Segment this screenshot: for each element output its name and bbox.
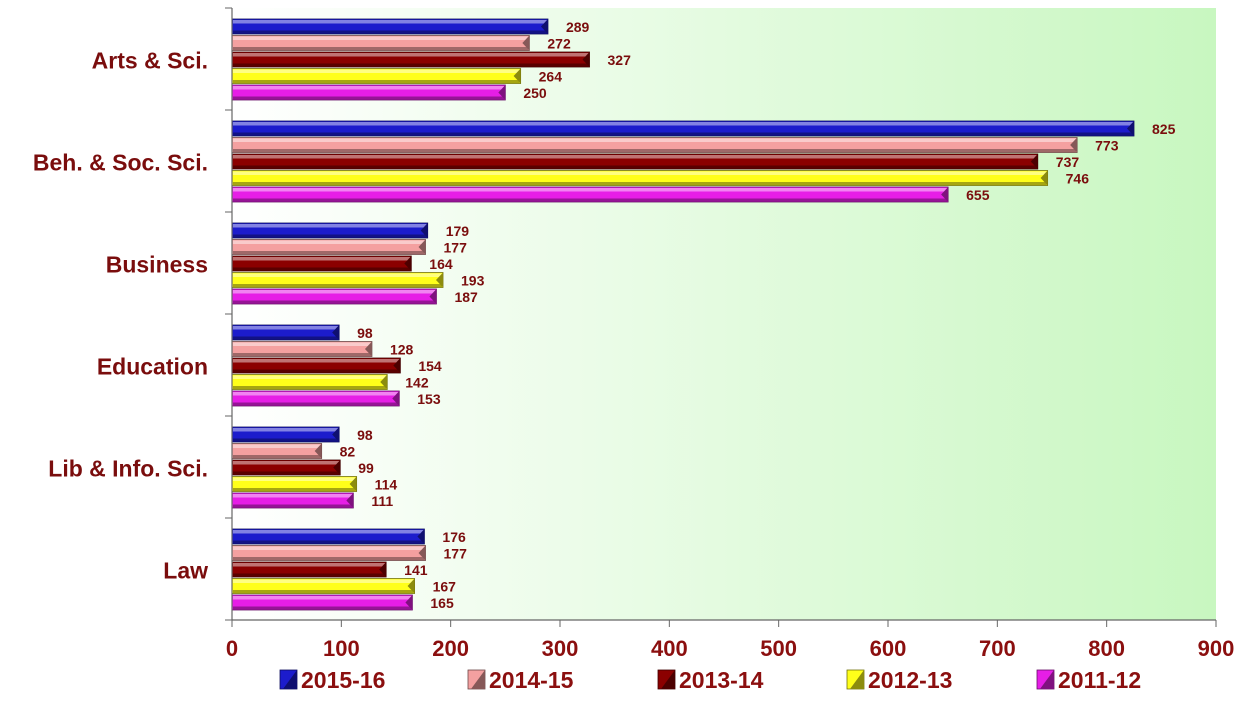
x-tick-label: 600 bbox=[870, 636, 907, 661]
bar bbox=[231, 492, 354, 509]
data-label: 177 bbox=[444, 240, 468, 256]
category-label: Law bbox=[163, 557, 208, 583]
category-label: Lib & Info. Sci. bbox=[48, 455, 208, 481]
legend-label: 2014-15 bbox=[489, 667, 574, 693]
bar bbox=[231, 186, 949, 203]
data-label: 111 bbox=[371, 493, 393, 509]
bar bbox=[231, 476, 358, 492]
x-tick-label: 800 bbox=[1088, 636, 1125, 661]
category-label: Beh. & Soc. Sci. bbox=[33, 149, 208, 175]
legend-item: 2015-16 bbox=[279, 667, 385, 693]
x-tick-label: 900 bbox=[1198, 636, 1235, 661]
bar bbox=[231, 443, 323, 459]
bar bbox=[231, 68, 522, 84]
data-label: 193 bbox=[461, 273, 485, 289]
legend-item: 2014-15 bbox=[467, 667, 574, 693]
data-label: 114 bbox=[375, 477, 398, 493]
x-tick-label: 200 bbox=[432, 636, 469, 661]
bar bbox=[231, 545, 426, 561]
legend-label: 2012-13 bbox=[868, 667, 952, 693]
data-label: 154 bbox=[418, 358, 442, 374]
legend-item: 2011-12 bbox=[1036, 667, 1141, 693]
bar bbox=[231, 272, 444, 288]
bar bbox=[231, 137, 1078, 153]
data-label: 250 bbox=[523, 85, 547, 101]
data-label: 98 bbox=[357, 325, 373, 341]
data-label: 164 bbox=[429, 256, 453, 272]
plot-area-background bbox=[232, 8, 1216, 620]
x-tick-label: 500 bbox=[760, 636, 797, 661]
bar bbox=[231, 239, 426, 255]
data-label: 142 bbox=[405, 375, 429, 391]
data-label: 128 bbox=[390, 342, 414, 358]
x-tick-label: 300 bbox=[542, 636, 579, 661]
data-label: 187 bbox=[454, 289, 478, 305]
bar bbox=[231, 120, 1135, 137]
bar bbox=[231, 459, 341, 476]
data-label: 153 bbox=[417, 391, 441, 407]
data-label: 272 bbox=[547, 36, 571, 52]
bar bbox=[231, 374, 388, 390]
bar bbox=[231, 390, 400, 407]
legend-item: 2013-14 bbox=[657, 667, 764, 693]
data-label: 176 bbox=[442, 529, 466, 545]
data-label: 82 bbox=[340, 444, 356, 460]
bar bbox=[231, 153, 1039, 170]
data-label: 289 bbox=[566, 19, 590, 35]
data-label: 655 bbox=[966, 187, 990, 203]
data-label: 327 bbox=[608, 52, 632, 68]
bar bbox=[231, 528, 425, 545]
bar bbox=[231, 222, 429, 239]
legend-label: 2013-14 bbox=[679, 667, 764, 693]
bar bbox=[231, 35, 530, 51]
data-label: 773 bbox=[1095, 138, 1119, 154]
bar bbox=[231, 255, 412, 272]
category-label: Education bbox=[97, 353, 208, 379]
data-label: 179 bbox=[446, 223, 470, 239]
x-tick-label: 100 bbox=[323, 636, 360, 661]
bar bbox=[231, 578, 415, 594]
category-label: Arts & Sci. bbox=[92, 47, 208, 73]
data-label: 141 bbox=[404, 562, 428, 578]
x-tick-label: 700 bbox=[979, 636, 1016, 661]
data-label: 98 bbox=[357, 427, 373, 443]
bar bbox=[231, 341, 373, 357]
bar bbox=[231, 170, 1049, 186]
bar bbox=[231, 84, 506, 101]
bar bbox=[231, 288, 437, 305]
legend-item: 2012-13 bbox=[846, 667, 952, 693]
x-tick-label: 400 bbox=[651, 636, 688, 661]
bar bbox=[231, 594, 413, 611]
data-label: 746 bbox=[1066, 171, 1090, 187]
legend-label: 2011-12 bbox=[1058, 667, 1141, 693]
data-label: 825 bbox=[1152, 121, 1176, 137]
legend-label: 2015-16 bbox=[301, 667, 385, 693]
data-label: 264 bbox=[539, 69, 563, 85]
x-tick-label: 0 bbox=[226, 636, 238, 661]
bar bbox=[231, 561, 387, 578]
category-label: Business bbox=[106, 251, 208, 277]
bar bbox=[231, 18, 549, 35]
bar bbox=[231, 51, 590, 68]
data-label: 99 bbox=[358, 460, 374, 476]
data-label: 737 bbox=[1056, 154, 1080, 170]
data-label: 165 bbox=[430, 595, 454, 611]
data-label: 167 bbox=[433, 579, 457, 595]
data-label: 177 bbox=[444, 546, 468, 562]
bar bbox=[231, 426, 340, 443]
bar bbox=[231, 357, 401, 374]
bar bbox=[231, 324, 340, 341]
